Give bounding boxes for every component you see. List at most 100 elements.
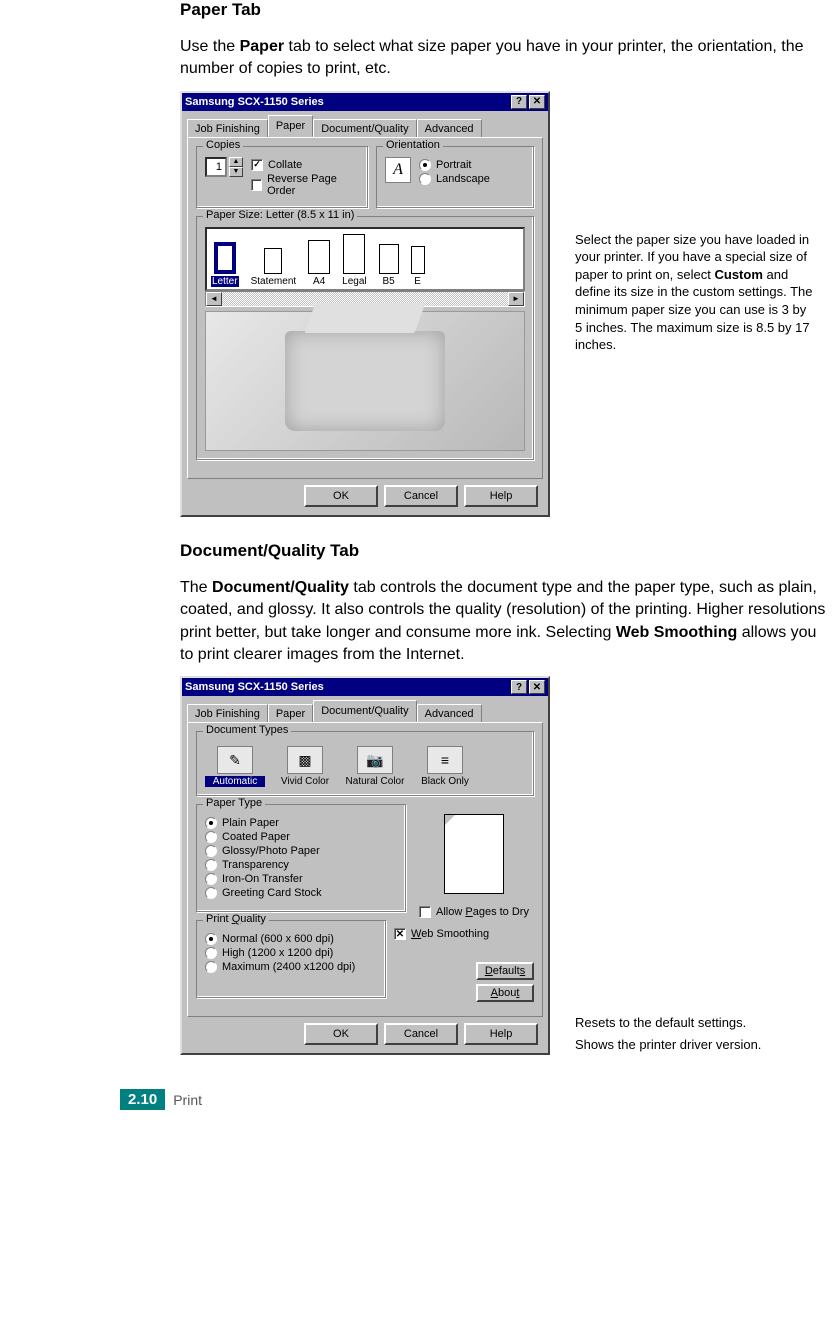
callout-text: Shows the printer driver version.: [575, 1037, 761, 1052]
paper-option-legal[interactable]: Legal: [342, 234, 366, 287]
help-icon[interactable]: ?: [511, 680, 527, 694]
paper-type-transparency[interactable]: Transparency: [205, 859, 397, 871]
about-button[interactable]: About: [476, 984, 534, 1002]
dq-intro-pre: The: [180, 579, 212, 596]
radio-label: Coated Paper: [222, 831, 290, 843]
spin-up[interactable]: ▲: [229, 157, 243, 167]
dq-panel: Document Types ✎ Automatic ▩Vivid Color 📷…: [187, 722, 543, 1017]
collate-label: Collate: [268, 159, 302, 171]
collate-checkbox[interactable]: ✓ Collate: [251, 159, 359, 171]
doctype-icon: ▩: [287, 746, 323, 774]
doctype-label: Black Only: [415, 776, 475, 787]
doctype-black-only[interactable]: ≡Black Only: [415, 746, 475, 787]
tab-document-quality[interactable]: Document/Quality: [313, 119, 416, 139]
portrait-label: Portrait: [436, 159, 471, 171]
scroll-left[interactable]: ◄: [206, 292, 222, 306]
tab-job-finishing[interactable]: Job Finishing: [187, 119, 268, 139]
reverse-checkbox[interactable]: Reverse Page Order: [251, 173, 359, 197]
paper-option-label: Letter: [211, 276, 239, 287]
copies-spin[interactable]: 1 ▲▼: [205, 157, 243, 199]
dq-intro-bold2: Web Smoothing: [616, 624, 737, 641]
tab-paper[interactable]: Paper: [268, 115, 313, 137]
dq-intro-bold: Document/Quality: [212, 579, 349, 596]
paper-option-statement[interactable]: Statement: [251, 248, 297, 287]
tab-advanced[interactable]: Advanced: [417, 704, 482, 724]
paper-type-plain[interactable]: Plain Paper: [205, 817, 397, 829]
printer-shape: [285, 331, 445, 431]
doctype-natural-color[interactable]: 📷Natural Color: [345, 746, 405, 787]
close-icon[interactable]: ✕: [529, 95, 545, 109]
paper-option-e[interactable]: E: [411, 246, 425, 287]
doctype-vivid-color[interactable]: ▩Vivid Color: [275, 746, 335, 787]
web-smoothing-checkbox[interactable]: ✕ Web Smoothing: [394, 928, 534, 940]
web-smoothing-box: ✕: [394, 928, 406, 940]
document-types-group: Document Types ✎Automatic ▩Vivid Color 📷…: [196, 731, 534, 796]
radio-label: Greeting Card Stock: [222, 887, 322, 899]
paper-option-letter[interactable]: Letter: [211, 242, 239, 287]
tab-advanced[interactable]: Advanced: [417, 119, 482, 139]
radio-label: Plain Paper: [222, 817, 279, 829]
dialog-titlebar[interactable]: Samsung SCX-1150 Series ? ✕: [182, 93, 548, 111]
callout-defaults: Resets to the default settings.: [575, 1014, 815, 1032]
dialog-title: Samsung SCX-1150 Series: [185, 96, 509, 108]
spin-down[interactable]: ▼: [229, 167, 243, 177]
help-button[interactable]: Help: [464, 1023, 538, 1045]
reverse-label: Reverse Page Order: [267, 173, 359, 197]
copies-legend: Copies: [203, 139, 243, 151]
dialog-button-row: OK Cancel Help: [182, 485, 548, 515]
allow-dry-checkbox[interactable]: Allow Pages to Dry: [419, 906, 529, 918]
portrait-radio[interactable]: Portrait: [419, 159, 490, 171]
callout-paper-size: Select the paper size you have loaded in…: [575, 231, 815, 354]
tabbar: Job Finishing Paper Document/Quality Adv…: [182, 696, 548, 722]
paper-panel: Copies 1 ▲▼ ✓ Collate: [187, 137, 543, 479]
landscape-label: Landscape: [436, 173, 490, 185]
tab-document-quality[interactable]: Document/Quality: [313, 700, 416, 722]
ok-button[interactable]: OK: [304, 1023, 378, 1045]
document-types-legend: Document Types: [203, 724, 291, 736]
paper-option-label: Statement: [251, 276, 297, 287]
paper-size-group: Paper Size: Letter (8.5 x 11 in) Letter …: [196, 216, 534, 460]
quality-high[interactable]: High (1200 x 1200 dpi): [205, 947, 377, 959]
orientation-legend: Orientation: [383, 139, 443, 151]
docquality-dialog: Samsung SCX-1150 Series ? ✕ Job Finishin…: [180, 676, 550, 1055]
doctype-automatic[interactable]: ✎ Automatic: [205, 746, 265, 787]
section-heading-docquality: Document/Quality Tab: [180, 541, 834, 561]
quality-max[interactable]: Maximum (2400 x1200 dpi): [205, 961, 377, 973]
collate-box: ✓: [251, 159, 263, 171]
close-icon[interactable]: ✕: [529, 680, 545, 694]
doctype-icon: ✎: [217, 746, 253, 774]
paper-size-list[interactable]: Letter Statement A4 Legal B5 E: [205, 227, 525, 291]
scroll-right[interactable]: ►: [508, 292, 524, 306]
paper-type-ironon[interactable]: Iron-On Transfer: [205, 873, 397, 885]
dialog-titlebar[interactable]: Samsung SCX-1150 Series ? ✕: [182, 678, 548, 696]
page-number: 2.10: [120, 1089, 165, 1110]
paper-size-legend: Paper Size: Letter (8.5 x 11 in): [203, 209, 357, 221]
tabbar: Job Finishing Paper Document/Quality Adv…: [182, 111, 548, 137]
allow-dry-box: [419, 906, 431, 918]
paper-option-label: Legal: [342, 276, 366, 287]
quality-normal[interactable]: Normal (600 x 600 dpi): [205, 933, 377, 945]
paper-type-glossy[interactable]: Glossy/Photo Paper: [205, 845, 397, 857]
paper-option-a4[interactable]: A4: [308, 240, 330, 287]
help-icon[interactable]: ?: [511, 95, 527, 109]
tab-job-finishing[interactable]: Job Finishing: [187, 704, 268, 724]
section-heading-paper: Paper Tab: [180, 0, 834, 20]
paper-option-b5[interactable]: B5: [379, 244, 399, 287]
paper-type-greeting[interactable]: Greeting Card Stock: [205, 887, 397, 899]
tab-paper[interactable]: Paper: [268, 704, 313, 724]
cancel-button[interactable]: Cancel: [384, 1023, 458, 1045]
reverse-box: [251, 179, 262, 191]
cancel-button[interactable]: Cancel: [384, 485, 458, 507]
help-button[interactable]: Help: [464, 485, 538, 507]
doctype-label: Automatic: [205, 776, 265, 787]
paper-intro-bold: Paper: [240, 38, 284, 55]
defaults-button[interactable]: Defaults: [476, 962, 534, 980]
landscape-radio[interactable]: Landscape: [419, 173, 490, 185]
paper-type-group: Paper Type Plain Paper Coated Paper Glos…: [196, 804, 406, 912]
web-smoothing-label: Web Smoothing: [411, 928, 489, 940]
doctype-label: Natural Color: [345, 776, 405, 787]
paper-dialog: Samsung SCX-1150 Series ? ✕ Job Finishin…: [180, 91, 550, 517]
paper-type-coated[interactable]: Coated Paper: [205, 831, 397, 843]
copies-value[interactable]: 1: [205, 157, 227, 177]
ok-button[interactable]: OK: [304, 485, 378, 507]
